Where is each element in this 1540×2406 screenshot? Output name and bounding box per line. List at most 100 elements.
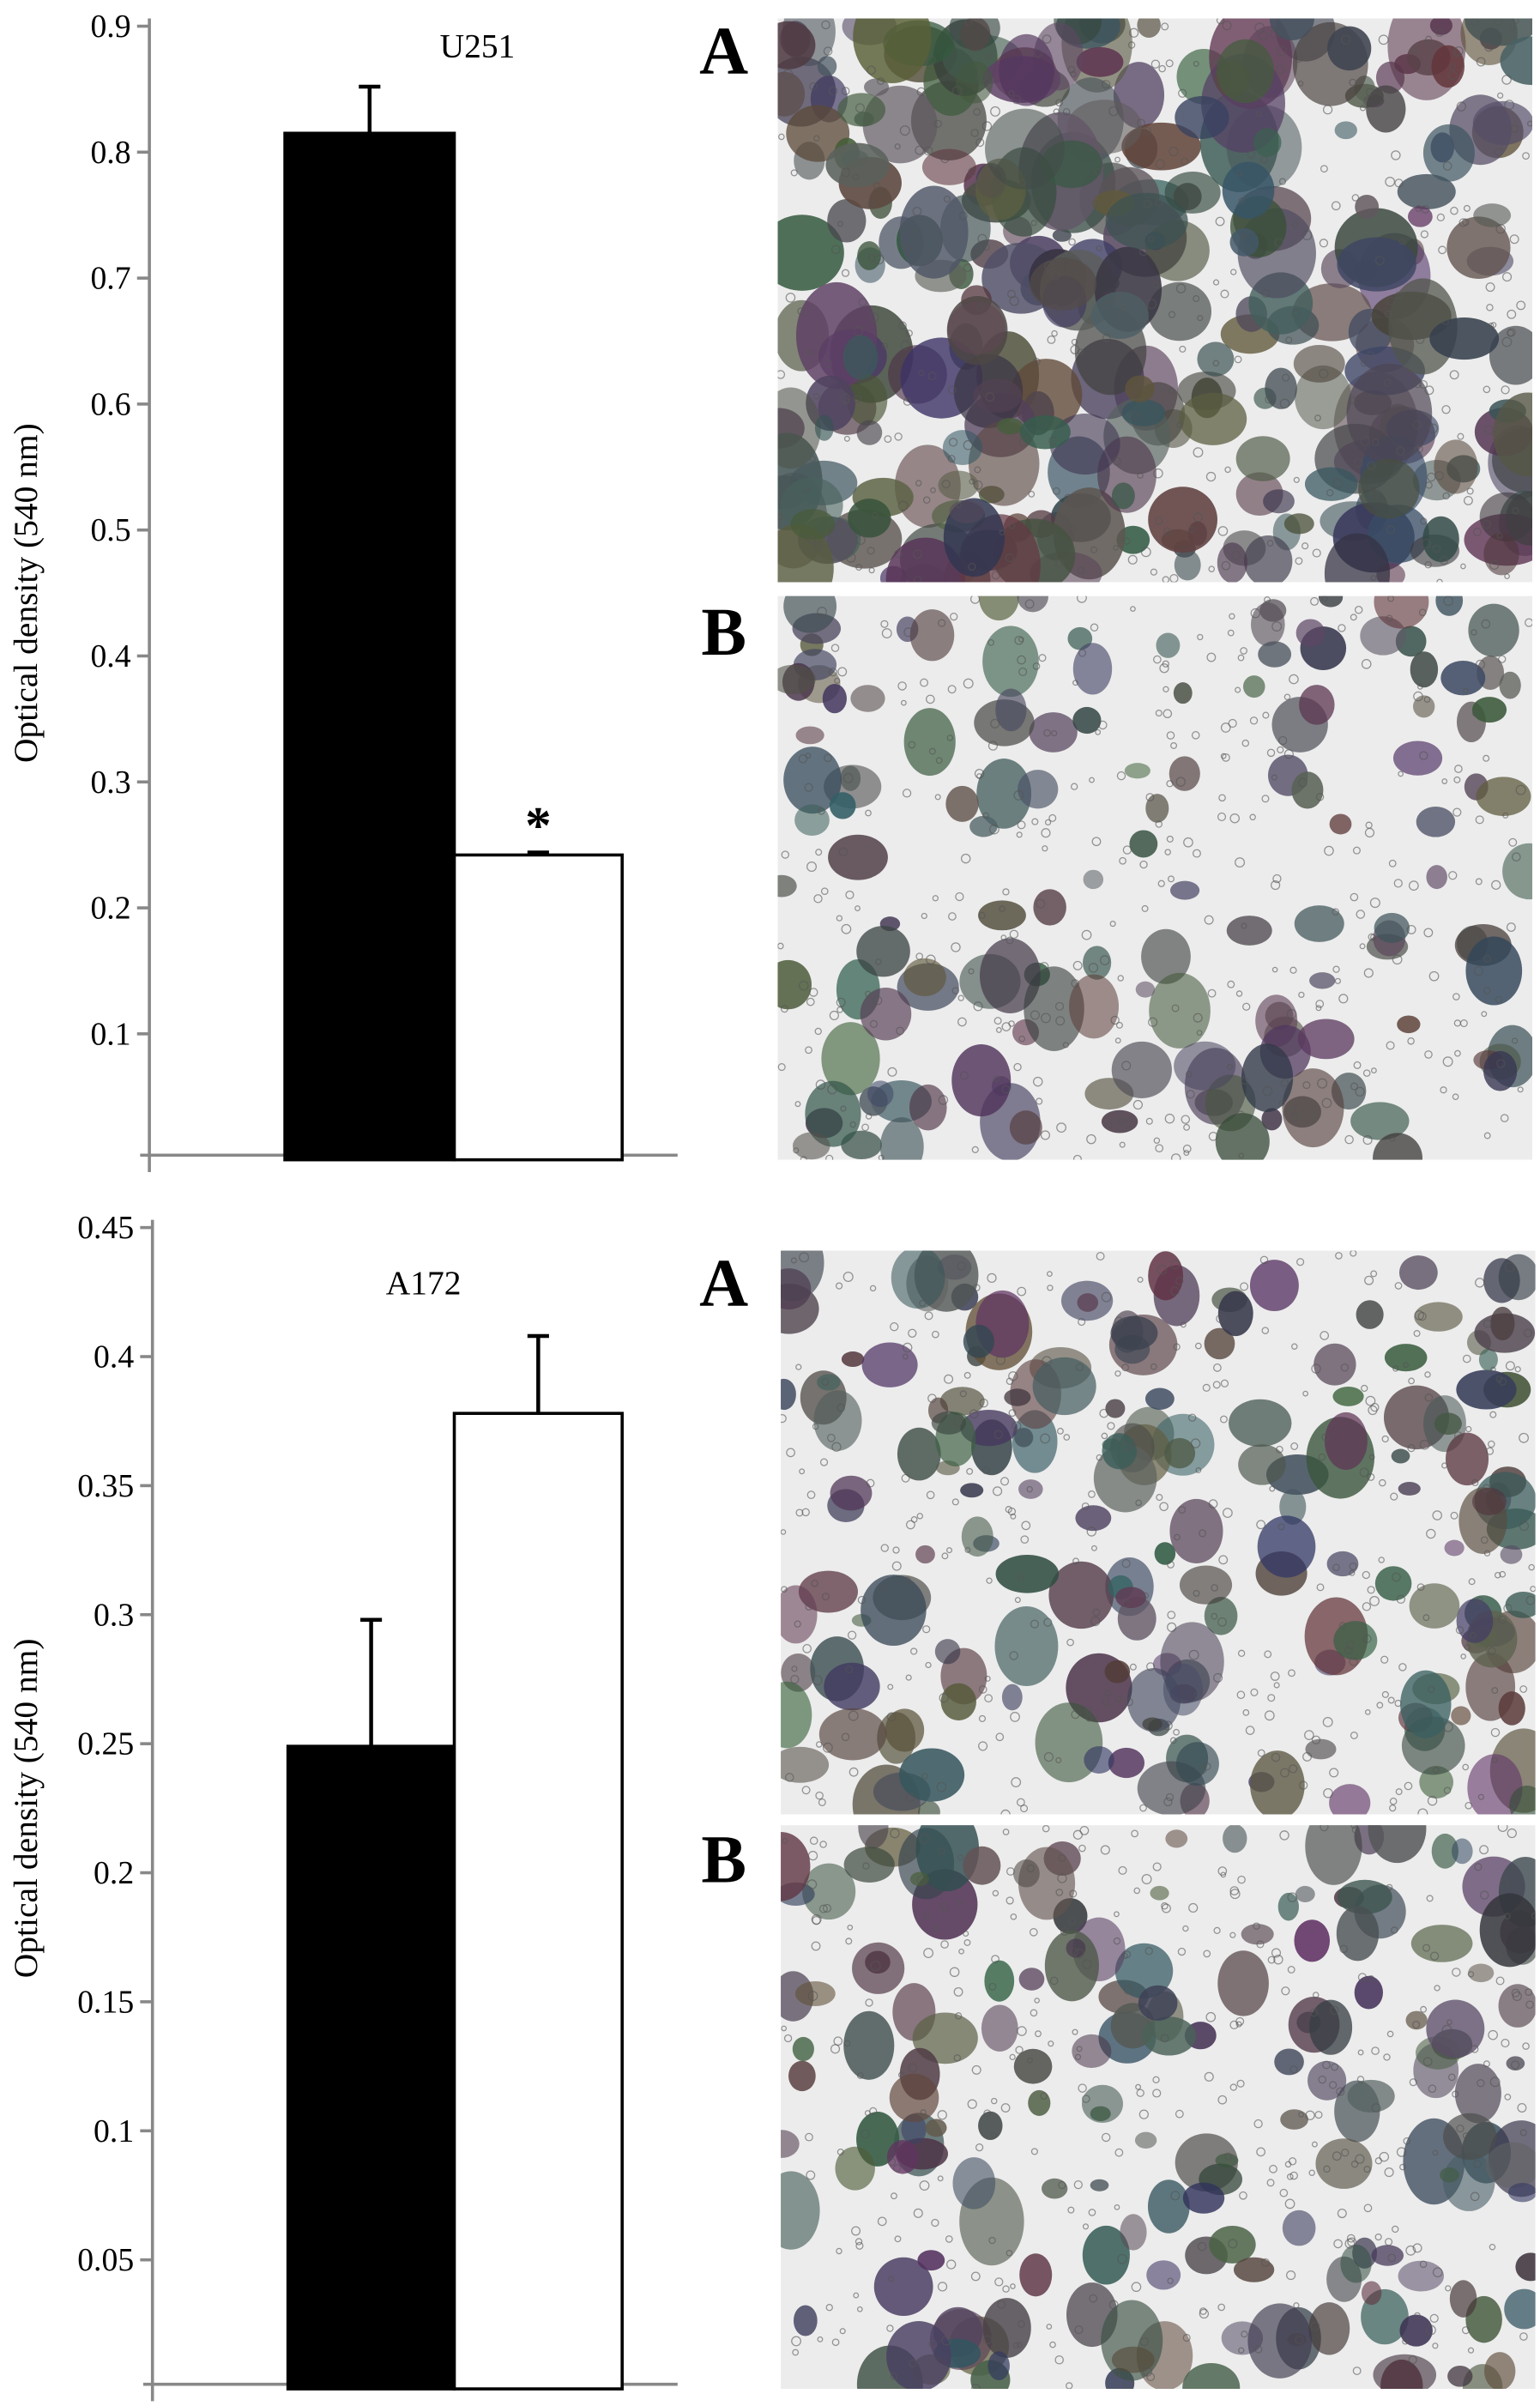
pore	[1394, 291, 1403, 299]
pore	[1049, 304, 1060, 315]
pore	[1432, 1766, 1440, 1774]
cell-cluster	[1485, 2142, 1536, 2189]
pore	[938, 1095, 949, 1105]
pore	[1502, 272, 1513, 282]
cell-cluster	[979, 938, 1041, 1013]
pore	[1278, 178, 1287, 185]
pore	[1228, 718, 1237, 728]
pore	[1346, 1641, 1355, 1650]
pore	[991, 571, 1000, 580]
pore	[1519, 2332, 1528, 2341]
pore	[792, 2349, 800, 2356]
pore	[1013, 789, 1024, 801]
pore	[1333, 2239, 1343, 2249]
pore	[908, 1328, 917, 1338]
pore	[1158, 64, 1166, 73]
pore	[1452, 1968, 1461, 1977]
pore	[1208, 565, 1215, 572]
pore	[1217, 1866, 1228, 1876]
pore	[1474, 1863, 1483, 1871]
pore	[873, 995, 883, 1006]
cell-cluster	[1449, 2280, 1477, 2318]
pore	[1362, 1602, 1372, 1611]
pore	[897, 2071, 905, 2078]
cell-cluster	[1398, 1482, 1421, 1496]
pore	[1341, 2149, 1350, 2157]
pore	[1119, 1141, 1126, 1148]
pore	[852, 173, 860, 181]
pore	[1017, 655, 1026, 665]
pore	[1432, 2343, 1439, 2349]
pore	[1396, 1594, 1406, 1605]
cell-cluster	[1138, 1985, 1178, 2021]
pore	[922, 496, 931, 505]
pore	[806, 2170, 816, 2180]
pore	[1483, 1132, 1491, 1140]
pore	[1279, 2188, 1289, 2197]
cell-cluster	[940, 1683, 976, 1721]
pore	[807, 1991, 818, 2001]
pore	[1163, 709, 1173, 719]
pore	[1181, 157, 1189, 166]
pore	[1357, 1973, 1368, 1982]
cell-cluster	[1261, 1108, 1283, 1131]
pore	[1510, 2060, 1520, 2070]
pore	[1153, 1137, 1161, 1144]
pore	[1077, 566, 1085, 575]
pore	[1182, 2333, 1191, 2343]
pore	[986, 53, 992, 60]
pore	[1197, 633, 1204, 641]
pore	[908, 741, 916, 749]
pore	[1220, 1415, 1228, 1424]
pore	[1359, 943, 1366, 950]
pore	[1108, 2300, 1119, 2310]
pore	[1139, 860, 1148, 869]
pore	[1163, 527, 1172, 536]
pore	[1114, 1037, 1121, 1044]
pore	[916, 87, 926, 97]
pore	[1488, 2029, 1498, 2040]
pore	[1166, 835, 1174, 843]
pore	[1170, 1286, 1180, 1296]
pore	[926, 55, 936, 66]
pore	[1322, 2060, 1331, 2070]
cell-cluster	[1111, 1041, 1172, 1098]
pore	[920, 2109, 927, 2116]
pore	[1119, 856, 1126, 865]
pore	[1389, 1804, 1397, 1812]
pore	[978, 1685, 987, 1694]
cell-cluster	[1146, 2260, 1181, 2290]
pore	[1319, 368, 1329, 379]
pore	[1070, 783, 1078, 790]
pore	[1463, 496, 1473, 505]
cell-cluster	[1444, 1539, 1465, 1557]
pore	[968, 562, 976, 571]
pore	[1138, 247, 1148, 257]
pore	[1485, 282, 1495, 293]
pore	[1453, 45, 1464, 57]
pore	[1349, 1569, 1356, 1576]
cell-cluster	[1174, 549, 1201, 581]
pore	[1217, 526, 1229, 536]
cell-cluster	[1135, 981, 1156, 998]
pore	[1221, 753, 1230, 762]
pore	[1152, 2089, 1162, 2098]
pore	[1398, 239, 1405, 245]
pore	[1069, 1889, 1078, 1898]
pore	[1378, 34, 1389, 45]
cell-cluster	[938, 470, 979, 500]
cell-cluster	[1293, 344, 1345, 383]
pore	[890, 1828, 900, 1839]
pore	[801, 1786, 811, 1795]
pore	[1215, 216, 1225, 227]
pore	[1265, 395, 1273, 404]
cell-cluster	[825, 142, 890, 188]
pore	[1422, 310, 1431, 318]
pore	[842, 773, 854, 783]
pore	[926, 694, 935, 704]
pore	[1235, 2016, 1245, 2026]
cell-cluster	[931, 1411, 966, 1435]
pore	[1183, 1123, 1190, 1131]
cell-cluster	[848, 499, 891, 538]
pore	[1066, 2382, 1073, 2390]
